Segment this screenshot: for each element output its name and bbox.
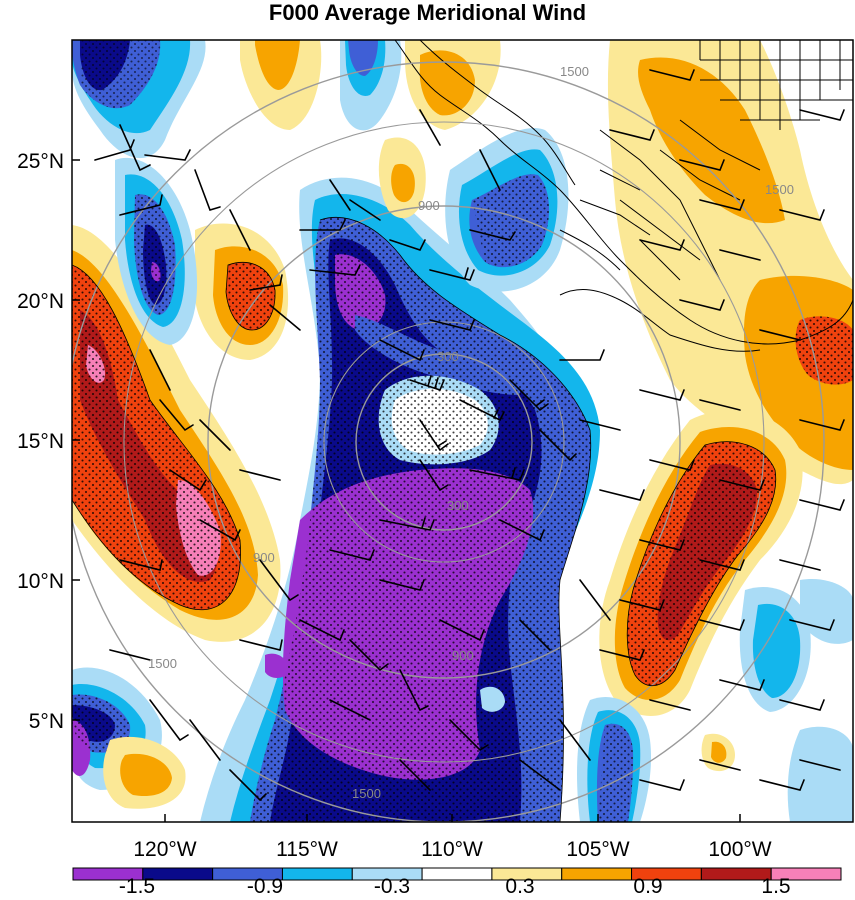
colorbar-label-n0.3: -0.3 xyxy=(374,875,410,898)
colorbar-swatch xyxy=(281,867,353,881)
coastlines xyxy=(394,40,853,352)
colorbar-swatch xyxy=(770,867,842,881)
lon-label-105W: 105°W xyxy=(566,838,629,861)
lon-label-120W: 120°W xyxy=(133,838,196,861)
ring-label-1500-a: 1500 xyxy=(560,64,589,79)
colorbar-label-1.5: 1.5 xyxy=(761,875,790,898)
colorbar-label-n1.5: -1.5 xyxy=(119,875,155,898)
ring-label-900-b: 900 xyxy=(452,648,474,663)
chart-title: F000 Average Meridional Wind xyxy=(268,0,587,25)
ring-label-300-top: 300 xyxy=(437,349,459,364)
colorbar-swatch xyxy=(421,867,493,881)
contour-field xyxy=(72,40,853,822)
colorbar-label-0.9: 0.9 xyxy=(633,875,662,898)
lon-label-100W: 100°W xyxy=(708,838,771,861)
colorbar-label-0.3: 0.3 xyxy=(505,875,534,898)
lat-label-20N: 20°N xyxy=(17,290,64,313)
ring-label-1500-b: 1500 xyxy=(765,182,794,197)
ring-label-900-a: 900 xyxy=(418,198,440,213)
ring-label-1500-d: 1500 xyxy=(148,656,177,671)
ring-label-300-bottom: 300 xyxy=(447,498,469,513)
lat-label-10N: 10°N xyxy=(17,570,64,593)
lon-axis xyxy=(164,814,741,822)
range-ring-labels: 300 300 900 900 900 1500 1500 1500 1500 xyxy=(148,64,794,801)
lat-label-15N: 15°N xyxy=(17,430,64,453)
lon-label-115W: 115°W xyxy=(276,838,338,861)
wind-barbs xyxy=(94,69,845,802)
ring-label-1500-c: 1500 xyxy=(352,786,381,801)
ring-label-900-c: 900 xyxy=(253,550,275,565)
lat-label-5N: 5°N xyxy=(29,710,64,733)
colorbar-swatch xyxy=(561,867,633,881)
lat-label-25N: 25°N xyxy=(17,150,64,173)
range-rings xyxy=(72,61,825,822)
contour-lines xyxy=(72,217,777,822)
lat-axis xyxy=(72,159,80,721)
colorbar xyxy=(72,867,842,881)
lon-label-110W: 110°W xyxy=(421,838,483,861)
colorbar-label-n0.9: -0.9 xyxy=(247,875,283,898)
map-frame xyxy=(71,39,854,823)
